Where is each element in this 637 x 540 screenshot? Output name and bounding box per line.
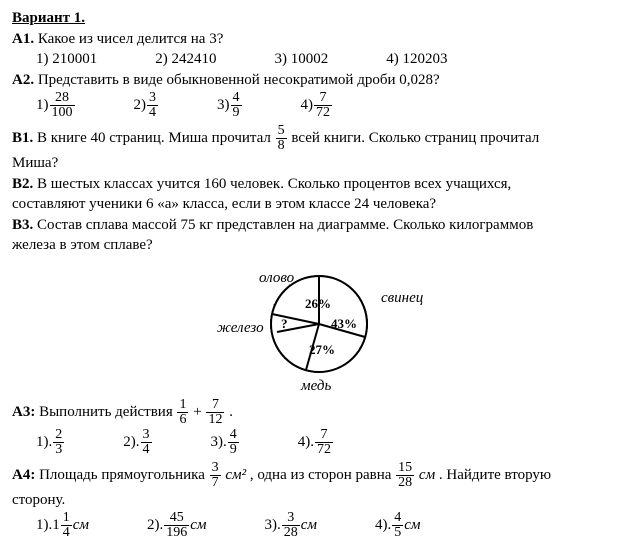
svg-text:43%: 43% (331, 316, 357, 331)
a4-t3: . Найдите вторую (439, 466, 551, 482)
answer-option: 4).772 (298, 428, 334, 457)
a3-dot: . (229, 403, 233, 419)
a4-u1: см² (225, 466, 246, 482)
b3-t2: железа в этом сплаве? (12, 236, 625, 256)
q-a4: А4: Площадь прямоугольника 37 см² , одна… (12, 461, 625, 490)
q-b2: В2. В шестых классах учится 160 человек.… (12, 175, 625, 195)
a1-opt2: 2) 242410 (155, 50, 216, 70)
a1-opt3: 3) 10002 (275, 50, 329, 70)
svg-text:?: ? (281, 316, 288, 331)
b2-t1: В шестых классах учится 160 человек. Ско… (37, 176, 511, 192)
answer-option: 4).45см (375, 511, 420, 540)
b2-label: В2. (12, 176, 33, 192)
b3-t1: Состав сплава массой 75 кг представлен н… (37, 217, 533, 233)
a4-t1: Площадь прямоугольника (39, 466, 205, 482)
a1-opt1: 1) 210001 (36, 50, 97, 70)
a4-label: А4: (12, 466, 35, 482)
a3-label: А3: (12, 403, 35, 419)
q-b3: В3. Состав сплава массой 75 кг представл… (12, 216, 625, 236)
answer-option: 4)772 (301, 91, 334, 120)
a1-answers: 1) 210001 2) 242410 3) 10002 4) 120203 (36, 50, 625, 70)
b1-t1: В книге 40 страниц. Миша прочитал (37, 130, 271, 146)
a4-t2: , одна из сторон равна (250, 466, 392, 482)
q-b1: В1. В книге 40 страниц. Миша прочитал 58… (12, 124, 625, 153)
a4-f2: 1528 (396, 461, 414, 490)
label-tin: олово (259, 270, 295, 286)
a3-f2: 712 (206, 398, 224, 427)
variant-title: Вариант 1. (12, 9, 625, 29)
a3-answers: 1).23 2).34 3).49 4).772 (36, 428, 625, 457)
answer-option: 3).49 (211, 428, 240, 457)
label-iron: железо (217, 320, 264, 336)
b1-t3: Миша? (12, 154, 625, 174)
answer-option: 3)49 (217, 91, 243, 120)
a3-f1: 16 (177, 398, 188, 427)
answer-option: 1)28100 (36, 91, 76, 120)
answer-option: 2).45196см (147, 511, 206, 540)
a4-u2: см (419, 466, 435, 482)
answer-option: 1).23 (36, 428, 65, 457)
answer-option: 2).34 (123, 428, 152, 457)
label-copper: медь (300, 378, 331, 392)
q-a2: А2. Представить в виде обыкновенной несо… (12, 71, 625, 91)
b1-frac: 58 (276, 124, 287, 153)
a3-plus: + (193, 403, 201, 419)
answer-option: 3).328см (264, 511, 316, 540)
a4-answers: 1).114см 2).45196см 3).328см 4).45см (36, 511, 625, 540)
b2-t2: составляют ученики 6 «а» класса, если в … (12, 195, 625, 215)
a2-text: Представить в виде обыкновенной несократ… (38, 72, 440, 88)
a1-opt4: 4) 120203 (386, 50, 447, 70)
pie-chart: 26% 43% 27% ? олово свинец железо медь (12, 262, 625, 392)
label-lead: свинец (381, 290, 423, 306)
b3-label: В3. (12, 217, 33, 233)
answer-option: 1).114см (36, 511, 89, 540)
svg-text:26%: 26% (305, 296, 331, 311)
a3-t1: Выполнить действия (39, 403, 173, 419)
svg-text:27%: 27% (309, 342, 335, 357)
answer-option: 2)34 (134, 91, 160, 120)
b1-t2: всей книги. Сколько страниц прочитал (291, 130, 539, 146)
a1-text: Какое из чисел делится на 3? (38, 31, 224, 47)
q-a1: А1. Какое из чисел делится на 3? (12, 30, 625, 50)
a4-f1: 37 (210, 461, 221, 490)
a1-label: А1. (12, 31, 34, 47)
a4-t4: сторону. (12, 491, 625, 511)
b1-label: В1. (12, 130, 33, 146)
a2-answers: 1)28100 2)34 3)49 4)772 (36, 91, 625, 120)
q-a3: А3: Выполнить действия 16 + 712 . (12, 398, 625, 427)
a2-label: А2. (12, 72, 34, 88)
